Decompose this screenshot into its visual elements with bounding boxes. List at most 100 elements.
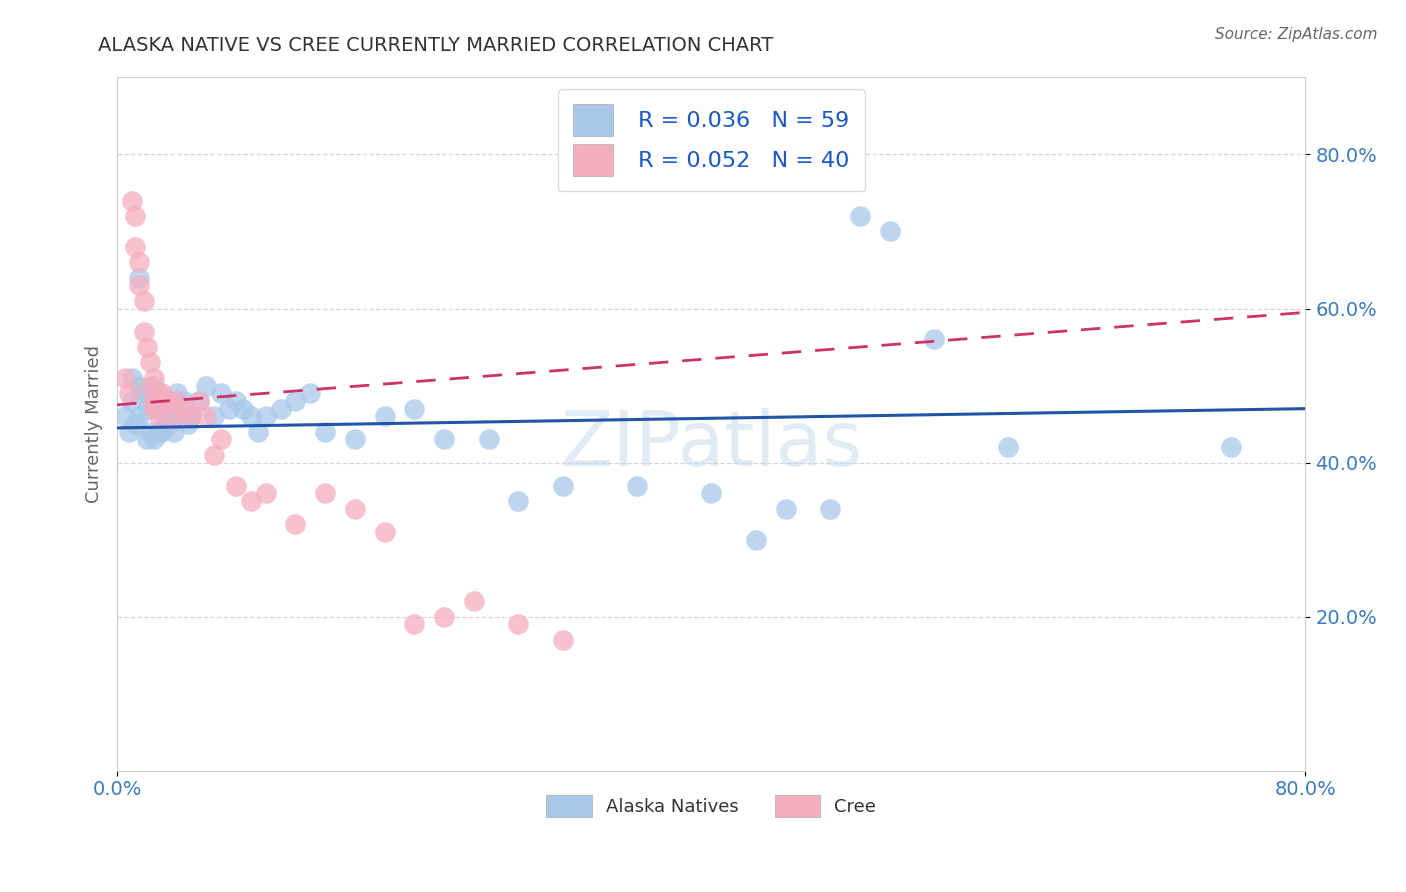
Point: [1220, 440, 1243, 454]
Legend: Alaska Natives, Cree: Alaska Natives, Cree: [538, 788, 883, 824]
Point: [299, 386, 322, 401]
Point: [132, 293, 155, 308]
Point: [166, 386, 188, 401]
Point: [551, 632, 574, 647]
Point: [404, 401, 426, 416]
Point: [143, 433, 166, 447]
Point: [849, 209, 872, 223]
Point: [139, 394, 162, 409]
Point: [114, 409, 136, 424]
Point: [314, 486, 336, 500]
Point: [157, 394, 180, 409]
Point: [177, 417, 200, 431]
Point: [922, 332, 945, 346]
Point: [124, 417, 146, 431]
Point: [818, 501, 841, 516]
Point: [157, 394, 180, 409]
Point: [225, 478, 247, 492]
Point: [209, 433, 232, 447]
Point: [433, 609, 456, 624]
Point: [173, 401, 195, 416]
Point: [180, 409, 202, 424]
Point: [202, 409, 225, 424]
Point: [150, 401, 173, 416]
Point: [121, 371, 143, 385]
Point: [343, 433, 366, 447]
Point: [150, 386, 173, 401]
Point: [997, 440, 1019, 454]
Point: [202, 448, 225, 462]
Point: [247, 425, 270, 439]
Point: [118, 386, 141, 401]
Point: [121, 194, 143, 208]
Point: [551, 478, 574, 492]
Point: [187, 394, 209, 409]
Point: [135, 340, 157, 354]
Point: [195, 409, 218, 424]
Point: [128, 278, 150, 293]
Point: [124, 209, 146, 223]
Point: [508, 494, 530, 508]
Point: [209, 386, 232, 401]
Point: [463, 594, 485, 608]
Point: [143, 378, 166, 392]
Point: [148, 425, 170, 439]
Point: [166, 394, 188, 409]
Text: ZIPatlas: ZIPatlas: [560, 408, 862, 482]
Point: [270, 401, 292, 416]
Point: [626, 478, 648, 492]
Point: [187, 394, 209, 409]
Point: [143, 401, 166, 416]
Point: [254, 409, 277, 424]
Point: [162, 425, 184, 439]
Point: [128, 255, 150, 269]
Point: [132, 325, 155, 339]
Point: [150, 425, 173, 439]
Point: [139, 355, 162, 369]
Point: [135, 401, 157, 416]
Point: [128, 409, 150, 424]
Point: [775, 501, 797, 516]
Point: [745, 533, 768, 547]
Text: Source: ZipAtlas.com: Source: ZipAtlas.com: [1215, 27, 1378, 42]
Point: [128, 378, 150, 392]
Point: [284, 394, 307, 409]
Point: [225, 394, 247, 409]
Point: [879, 225, 901, 239]
Point: [374, 524, 396, 539]
Point: [477, 433, 499, 447]
Point: [254, 486, 277, 500]
Point: [218, 401, 240, 416]
Point: [143, 371, 166, 385]
Point: [374, 409, 396, 424]
Point: [180, 409, 202, 424]
Text: ALASKA NATIVE VS CREE CURRENTLY MARRIED CORRELATION CHART: ALASKA NATIVE VS CREE CURRENTLY MARRIED …: [98, 36, 773, 54]
Point: [169, 409, 191, 424]
Point: [148, 401, 170, 416]
Point: [700, 486, 723, 500]
Point: [343, 501, 366, 516]
Point: [148, 409, 170, 424]
Point: [128, 270, 150, 285]
Point: [162, 409, 184, 424]
Point: [239, 494, 262, 508]
Point: [121, 394, 143, 409]
Point: [404, 617, 426, 632]
Point: [153, 409, 176, 424]
Point: [132, 386, 155, 401]
Point: [118, 425, 141, 439]
Point: [157, 417, 180, 431]
Point: [195, 378, 218, 392]
Point: [142, 394, 165, 409]
Point: [124, 240, 146, 254]
Point: [135, 433, 157, 447]
Y-axis label: Currently Married: Currently Married: [86, 345, 103, 503]
Point: [508, 617, 530, 632]
Point: [173, 394, 195, 409]
Point: [139, 425, 162, 439]
Point: [314, 425, 336, 439]
Point: [114, 371, 136, 385]
Point: [433, 433, 456, 447]
Point: [239, 409, 262, 424]
Point: [153, 394, 176, 409]
